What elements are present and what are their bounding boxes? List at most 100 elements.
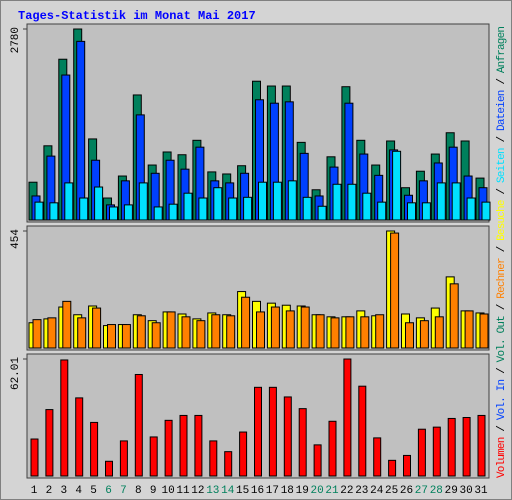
- x-tick-label: 5: [90, 485, 97, 497]
- bar: [317, 205, 327, 221]
- bar: [194, 414, 203, 477]
- bar: [330, 317, 340, 349]
- bar: [76, 40, 86, 221]
- legend: Volumen / Vol. In / Vol. Out / Rechner /…: [496, 26, 508, 478]
- x-tick-label: 23: [355, 485, 368, 497]
- x-tick-label: 7: [120, 485, 127, 497]
- bar: [32, 319, 42, 349]
- bar: [153, 206, 163, 221]
- x-tick-label: 15: [236, 485, 249, 497]
- bar: [464, 310, 474, 349]
- bar: [270, 306, 280, 349]
- legend-entry: Vol. In: [496, 379, 508, 420]
- legend-entry: Seiten: [496, 147, 508, 183]
- x-tick-label: 2: [46, 485, 53, 497]
- bar: [243, 196, 253, 221]
- legend-separator: /: [496, 246, 508, 253]
- bar: [196, 320, 206, 349]
- x-tick-label: 8: [135, 485, 142, 497]
- x-tick-label: 25: [385, 485, 398, 497]
- x-tick-label: 24: [370, 485, 384, 497]
- bar: [226, 315, 236, 349]
- legend-entry: Besuche: [496, 200, 508, 241]
- bar: [30, 438, 39, 477]
- x-tick-label: 26: [400, 485, 413, 497]
- bar: [60, 359, 69, 477]
- x-tick-label: 18: [281, 485, 294, 497]
- bar: [77, 317, 87, 349]
- bar: [166, 311, 176, 349]
- legend-entry: Dateien: [496, 90, 508, 131]
- bar: [136, 315, 146, 349]
- legend-separator: /: [496, 367, 508, 374]
- x-tick-label: 11: [176, 485, 190, 497]
- x-tick-label: 20: [310, 485, 323, 497]
- x-tick-label: 27: [415, 485, 428, 497]
- bar: [258, 181, 267, 221]
- bar: [315, 314, 325, 349]
- bar: [183, 192, 193, 221]
- bar: [403, 454, 411, 477]
- bar: [432, 426, 441, 477]
- bar: [479, 313, 489, 349]
- legend-entry: Vol. Out: [496, 315, 508, 362]
- bar: [313, 444, 322, 477]
- bar: [254, 386, 262, 477]
- legend-entry: Rechner: [496, 257, 508, 298]
- bar: [362, 192, 372, 221]
- x-tick-label: 29: [445, 485, 458, 497]
- bar: [138, 182, 148, 221]
- bar: [164, 419, 173, 477]
- bar: [421, 202, 431, 221]
- bar: [109, 206, 118, 221]
- bar: [198, 197, 208, 221]
- bar: [481, 201, 491, 221]
- y-tick-label: 62.01: [10, 357, 22, 390]
- x-tick-label: 3: [60, 485, 67, 497]
- bar: [417, 428, 426, 477]
- bar: [358, 385, 367, 477]
- bar: [388, 459, 397, 477]
- x-tick-label: 13: [206, 485, 219, 497]
- bar: [256, 311, 265, 349]
- y-tick-label: 2780: [10, 27, 22, 53]
- x-tick-label: 31: [474, 485, 488, 497]
- bar: [434, 316, 444, 349]
- bar: [405, 322, 414, 349]
- bar: [347, 183, 357, 221]
- legend-separator: /: [496, 136, 508, 143]
- x-tick-label: 1: [31, 485, 38, 497]
- bar: [343, 358, 352, 477]
- bar: [377, 201, 387, 221]
- legend-separator: /: [496, 304, 508, 311]
- bar: [373, 437, 382, 477]
- bar: [285, 310, 295, 349]
- bar: [287, 180, 297, 221]
- bar: [168, 203, 178, 221]
- bar: [300, 306, 310, 349]
- bar: [107, 324, 116, 349]
- x-tick-label: 17: [266, 485, 279, 497]
- legend-entry: Anfragen: [496, 26, 508, 73]
- bar: [477, 414, 486, 477]
- bar: [123, 204, 133, 221]
- bar: [462, 417, 471, 477]
- bar: [302, 196, 312, 221]
- chart-title: Tages-Statistik im Monat Mai 2017: [18, 9, 256, 23]
- bar: [92, 307, 102, 349]
- bar: [228, 197, 238, 221]
- bar: [179, 414, 188, 477]
- bar: [360, 316, 370, 349]
- bar: [79, 197, 89, 221]
- bar: [151, 322, 161, 349]
- bar: [34, 201, 44, 221]
- x-tick-label: 28: [430, 485, 443, 497]
- bar: [328, 420, 337, 477]
- bar: [332, 183, 342, 221]
- bar: [224, 451, 233, 477]
- bar: [121, 324, 131, 349]
- bar: [47, 317, 57, 349]
- bar: [64, 182, 74, 221]
- bar: [94, 186, 104, 221]
- x-tick-label: 10: [161, 485, 174, 497]
